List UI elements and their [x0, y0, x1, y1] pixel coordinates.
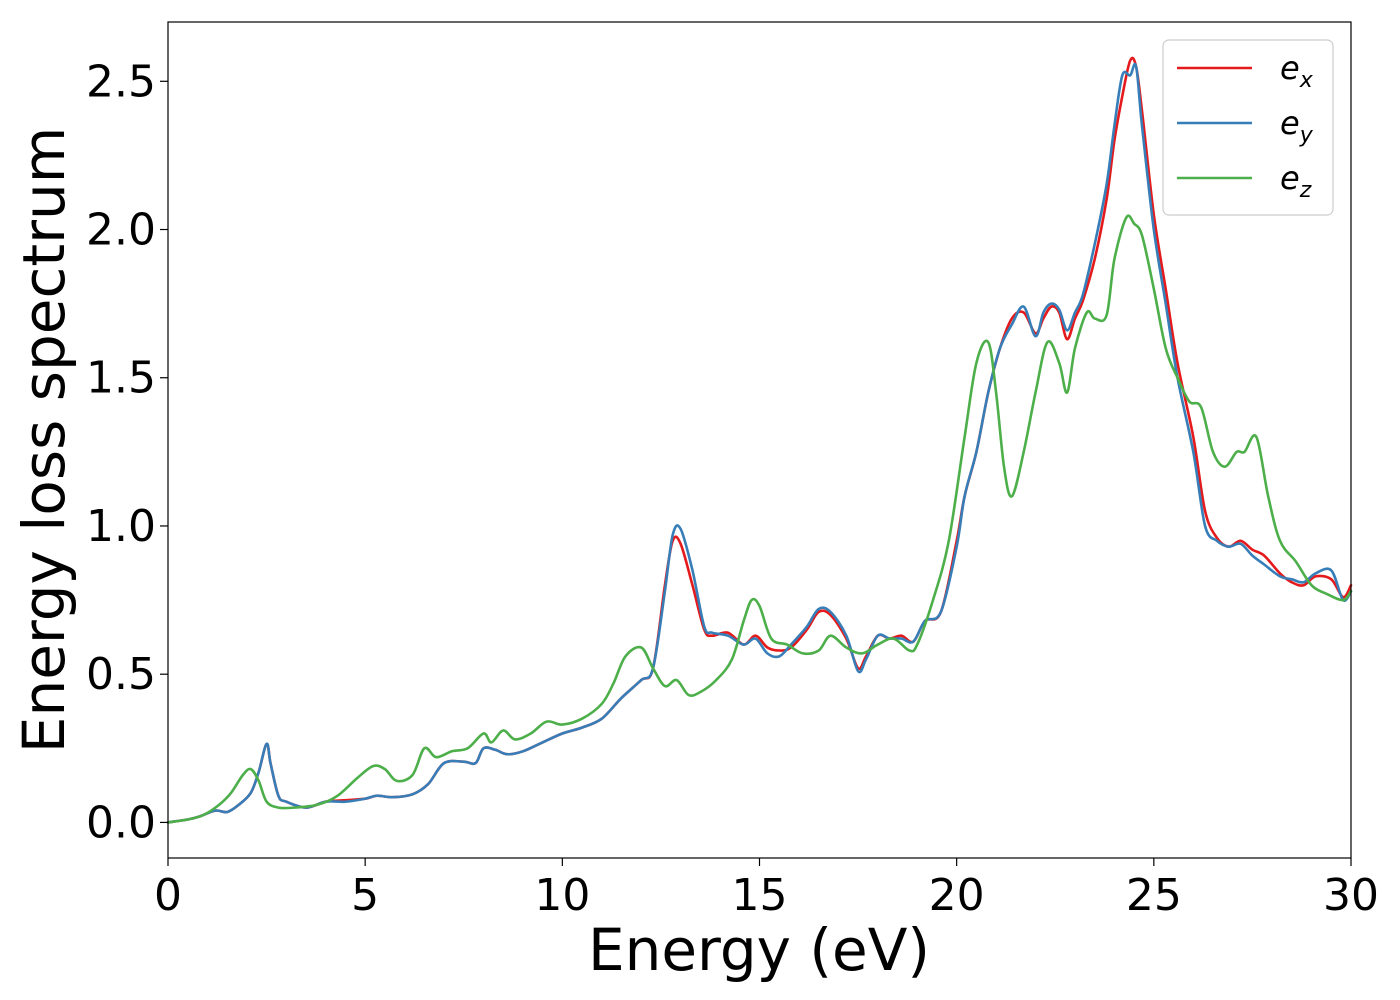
y-tick-label: 0.0: [86, 797, 156, 848]
x-tick-label: 20: [929, 870, 985, 921]
x-tick-label: 25: [1126, 870, 1182, 921]
legend-label-e-x: ex: [1280, 49, 1314, 93]
y-tick-label: 1.5: [86, 353, 156, 404]
legend-label-e-y: ey: [1280, 104, 1314, 148]
legend: ex ey ez: [1162, 39, 1334, 216]
x-axis-label: Energy (eV): [588, 916, 930, 984]
y-tick-label: 2.5: [86, 56, 156, 107]
x-axis-ticks: 0 5 10 15 20 25 30: [154, 858, 1379, 921]
x-tick-label: 15: [732, 870, 788, 921]
x-tick-label: 30: [1323, 870, 1379, 921]
y-tick-label: 0.5: [86, 649, 156, 700]
legend-label-e-z: ez: [1280, 159, 1312, 203]
y-tick-label: 2.0: [86, 205, 156, 256]
x-tick-label: 5: [351, 870, 379, 921]
y-axis-ticks: 0.0 0.5 1.0 1.5 2.0 2.5: [86, 56, 168, 848]
y-tick-label: 1.0: [86, 501, 156, 552]
x-tick-label: 0: [154, 870, 182, 921]
x-tick-label: 10: [534, 870, 590, 921]
series-layer: [166, 56, 1353, 824]
series-line-e-z: [166, 214, 1353, 824]
y-axis-label: Energy loss spectrum: [10, 127, 78, 753]
series-line-e-y: [166, 62, 1353, 824]
legend-box: [1162, 39, 1334, 216]
